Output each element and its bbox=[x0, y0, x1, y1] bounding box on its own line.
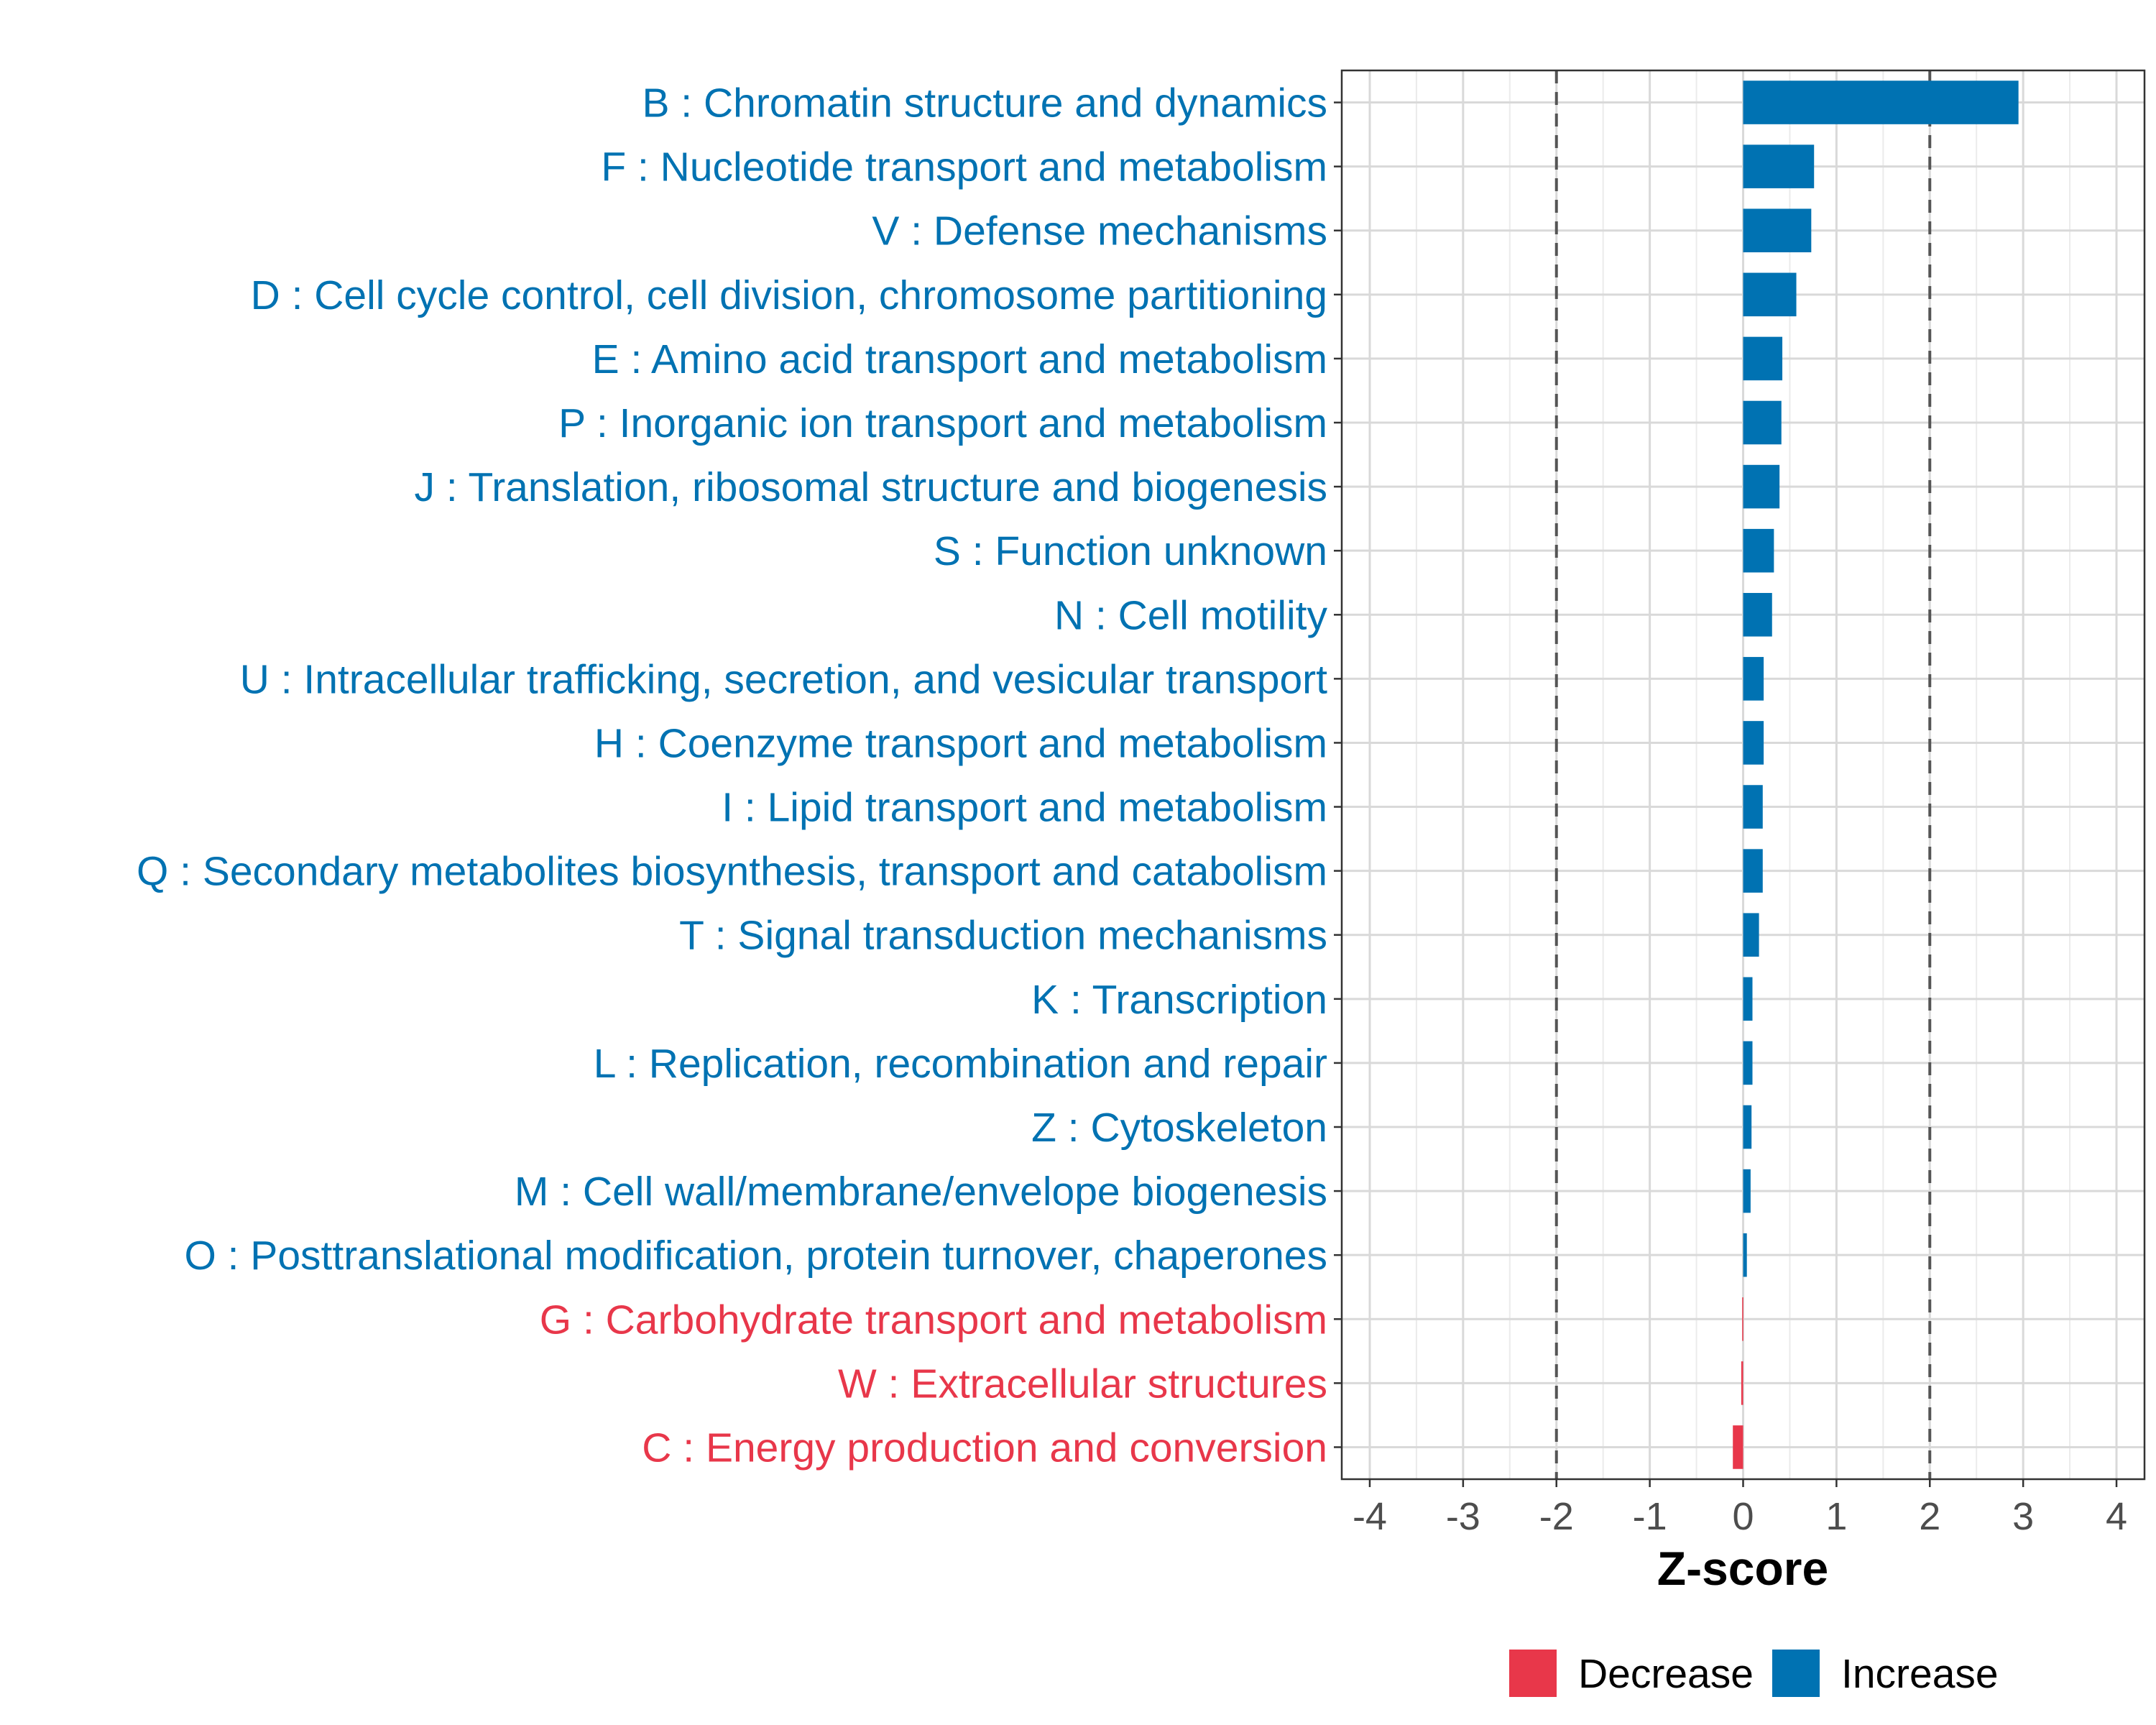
bar bbox=[1743, 400, 1782, 445]
bar bbox=[1743, 336, 1783, 381]
bar bbox=[1743, 144, 1815, 188]
category-label: Z : Cytoskeleton bbox=[1031, 1105, 1327, 1151]
bar bbox=[1743, 1105, 1752, 1149]
legend-swatch bbox=[1772, 1650, 1820, 1697]
bar bbox=[1743, 80, 2019, 124]
x-tick-label: -4 bbox=[1353, 1495, 1387, 1538]
x-tick-label: -2 bbox=[1539, 1495, 1574, 1538]
bar bbox=[1743, 528, 1774, 573]
bar bbox=[1733, 1425, 1743, 1469]
category-label: K : Transcription bbox=[1031, 977, 1327, 1023]
x-tick-label: 2 bbox=[1919, 1495, 1940, 1538]
bar bbox=[1743, 464, 1780, 509]
x-axis-ticks: -4 -3 -2 -1 0 1 2 3 4 bbox=[1353, 1479, 2127, 1538]
legend-label: Decrease bbox=[1578, 1651, 1754, 1697]
category-label: C : Energy production and conversion bbox=[642, 1425, 1327, 1471]
category-label: N : Cell motility bbox=[1054, 592, 1328, 638]
category-label: G : Carbohydrate transport and metabolis… bbox=[540, 1297, 1327, 1343]
category-label: U : Intracellular trafficking, secretion… bbox=[240, 656, 1327, 702]
category-label: E : Amino acid transport and metabolism bbox=[592, 336, 1327, 382]
x-tick-label: 4 bbox=[2106, 1495, 2127, 1538]
legend-swatch bbox=[1509, 1650, 1557, 1697]
category-label: Q : Secondary metabolites biosynthesis, … bbox=[137, 849, 1327, 895]
bar bbox=[1743, 721, 1764, 765]
bar bbox=[1743, 208, 1812, 253]
category-label: V : Defense mechanisms bbox=[872, 208, 1327, 254]
y-axis-ticks bbox=[1334, 101, 1342, 1448]
category-label: W : Extracellular structures bbox=[838, 1361, 1327, 1407]
category-label: B : Chromatin structure and dynamics bbox=[642, 80, 1327, 126]
bar bbox=[1743, 1233, 1747, 1277]
x-axis-title: Z-score bbox=[1657, 1542, 1828, 1595]
reference-lines bbox=[1554, 70, 1932, 1479]
x-tick-label: -1 bbox=[1633, 1495, 1667, 1538]
x-tick-label: 3 bbox=[2012, 1495, 2034, 1538]
category-label: F : Nucleotide transport and metabolism bbox=[601, 144, 1327, 190]
category-label: H : Coenzyme transport and metabolism bbox=[594, 720, 1327, 766]
x-tick-label: 1 bbox=[1825, 1495, 1847, 1538]
bar bbox=[1743, 785, 1763, 829]
legend: Decrease Increase bbox=[1509, 1650, 1999, 1697]
bar bbox=[1743, 849, 1763, 893]
bar bbox=[1742, 1297, 1743, 1341]
legend-label: Increase bbox=[1841, 1651, 1999, 1697]
bar bbox=[1741, 1361, 1743, 1405]
bar bbox=[1743, 272, 1797, 317]
category-label: L : Replication, recombination and repai… bbox=[594, 1041, 1327, 1087]
category-label: M : Cell wall/membrane/envelope biogenes… bbox=[515, 1169, 1327, 1215]
bar bbox=[1743, 1169, 1751, 1213]
x-tick-label: 0 bbox=[1732, 1495, 1754, 1538]
category-label: P : Inorganic ion transport and metaboli… bbox=[558, 400, 1327, 446]
category-labels: B : Chromatin structure and dynamics F : … bbox=[137, 80, 1328, 1471]
bars bbox=[1733, 80, 2019, 1469]
bar bbox=[1743, 977, 1753, 1021]
x-tick-label: -3 bbox=[1446, 1495, 1480, 1538]
category-label: D : Cell cycle control, cell division, c… bbox=[251, 272, 1327, 318]
bar bbox=[1743, 1041, 1753, 1085]
category-label: J : Translation, ribosomal structure and… bbox=[415, 464, 1327, 510]
bar bbox=[1743, 592, 1772, 637]
category-label: I : Lipid transport and metabolism bbox=[722, 785, 1327, 831]
category-label: T : Signal transduction mechanisms bbox=[679, 913, 1327, 959]
category-label: O : Posttranslational modification, prot… bbox=[184, 1233, 1327, 1279]
bar bbox=[1743, 657, 1764, 701]
bar bbox=[1743, 913, 1759, 957]
category-label: S : Function unknown bbox=[934, 528, 1327, 574]
